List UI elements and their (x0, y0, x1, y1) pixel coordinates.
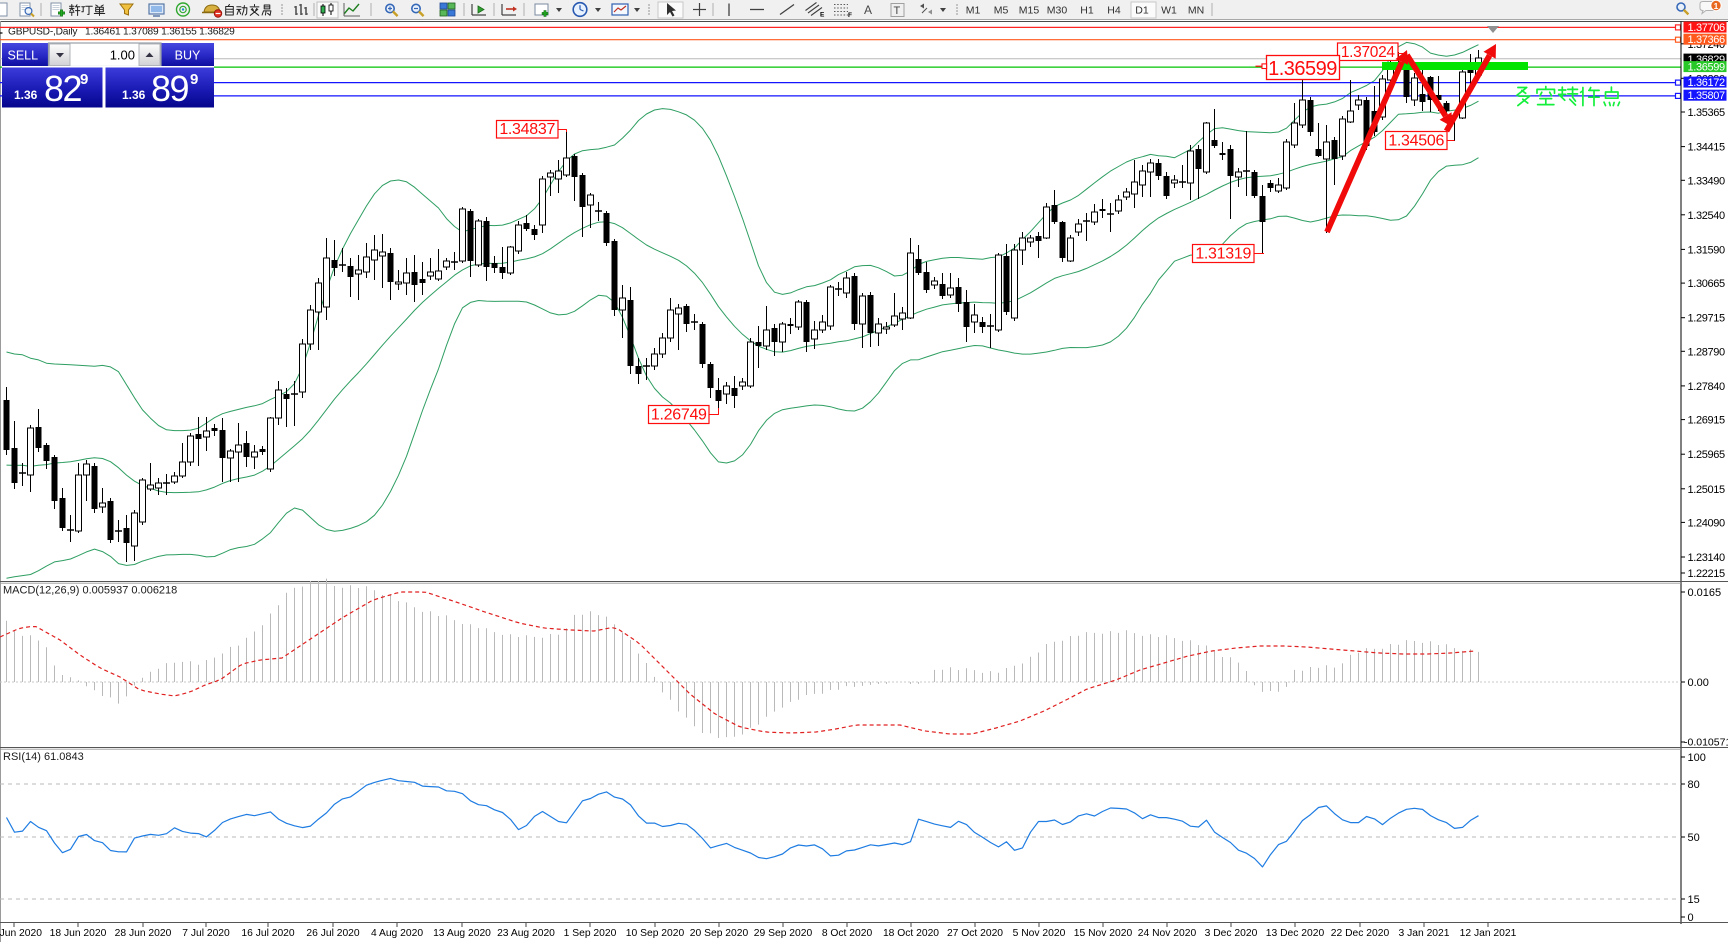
svg-text:1.29715: 1.29715 (1688, 313, 1726, 325)
svg-text:1.35365: 1.35365 (1688, 107, 1726, 119)
svg-text:1.36: 1.36 (122, 88, 146, 102)
svg-text:1: 1 (1714, 1, 1719, 11)
svg-text:4 Aug 2020: 4 Aug 2020 (371, 928, 423, 939)
svg-text:1.31319: 1.31319 (1195, 246, 1251, 263)
svg-text:MACD(12,26,9) 0.005937 0.00621: MACD(12,26,9) 0.005937 0.006218 (3, 585, 177, 597)
svg-text:1.25015: 1.25015 (1688, 484, 1726, 496)
svg-text:3 Dec 2020: 3 Dec 2020 (1205, 928, 1258, 939)
svg-text:1.34506: 1.34506 (1388, 133, 1444, 150)
svg-text:100: 100 (1688, 752, 1706, 764)
svg-text:24 Nov 2020: 24 Nov 2020 (1138, 928, 1197, 939)
svg-text:5 Nov 2020: 5 Nov 2020 (1013, 928, 1066, 939)
svg-text:9: 9 (80, 71, 88, 88)
svg-text:1.32540: 1.32540 (1688, 210, 1726, 222)
svg-text:1.37024: 1.37024 (1341, 44, 1396, 61)
svg-text:1.24090: 1.24090 (1688, 517, 1726, 529)
svg-text:3 Jan 2021: 3 Jan 2021 (1399, 928, 1450, 939)
svg-text:1.31590: 1.31590 (1688, 244, 1726, 256)
svg-text:1.23140: 1.23140 (1688, 552, 1726, 564)
svg-text:1.34837: 1.34837 (499, 121, 555, 138)
svg-text:16 Jul 2020: 16 Jul 2020 (241, 928, 295, 939)
svg-text:F: F (848, 12, 852, 19)
svg-text:0: 0 (1688, 912, 1694, 924)
svg-text:20 Sep 2020: 20 Sep 2020 (690, 928, 749, 939)
svg-text:13 Aug 2020: 13 Aug 2020 (433, 928, 491, 939)
svg-text:1.26915: 1.26915 (1688, 415, 1726, 427)
svg-text:50: 50 (1688, 832, 1700, 844)
svg-text:80: 80 (1688, 779, 1700, 791)
svg-text:28 Jun 2020: 28 Jun 2020 (115, 928, 172, 939)
svg-text:1.00: 1.00 (110, 48, 135, 63)
svg-text:1.27840: 1.27840 (1688, 381, 1726, 393)
svg-text:T: T (894, 5, 901, 17)
svg-text:RSI(14) 61.0843: RSI(14) 61.0843 (3, 751, 84, 763)
svg-text:18 Jun 2020: 18 Jun 2020 (50, 928, 107, 939)
svg-text:M15: M15 (1019, 5, 1040, 17)
svg-text:82: 82 (44, 68, 82, 109)
svg-text:1.35807: 1.35807 (1688, 90, 1726, 102)
svg-text:8 Oct 2020: 8 Oct 2020 (822, 928, 873, 939)
svg-text:D1: D1 (1135, 5, 1149, 17)
svg-text:12 Jan 2021: 12 Jan 2021 (1460, 928, 1517, 939)
svg-text:1.36599: 1.36599 (1268, 58, 1337, 80)
svg-text:0.00: 0.00 (1688, 677, 1709, 689)
svg-text:10 Sep 2020: 10 Sep 2020 (626, 928, 685, 939)
svg-text:1.22215: 1.22215 (1688, 568, 1726, 580)
svg-text:7 Jul 2020: 7 Jul 2020 (182, 928, 230, 939)
svg-text:29 Sep 2020: 29 Sep 2020 (754, 928, 813, 939)
svg-text:M1: M1 (966, 5, 981, 17)
svg-text:1.25965: 1.25965 (1688, 449, 1726, 461)
svg-text:GBPUSD-,Daily: GBPUSD-,Daily (8, 27, 78, 38)
svg-text:SELL: SELL (8, 49, 39, 63)
svg-text:18 Oct 2020: 18 Oct 2020 (883, 928, 939, 939)
svg-text:H4: H4 (1107, 5, 1121, 17)
svg-text:M5: M5 (994, 5, 1009, 17)
svg-text:H1: H1 (1080, 5, 1094, 17)
svg-text:1.37706: 1.37706 (1688, 22, 1726, 34)
svg-text:MN: MN (1188, 5, 1204, 17)
svg-text:1.34415: 1.34415 (1688, 142, 1726, 154)
svg-text:15 Nov 2020: 15 Nov 2020 (1074, 928, 1133, 939)
svg-text:9: 9 (190, 71, 198, 88)
svg-text:11 Jun 2020: 11 Jun 2020 (0, 928, 42, 939)
svg-text:1.37366: 1.37366 (1688, 34, 1726, 46)
svg-text:26 Jul 2020: 26 Jul 2020 (306, 928, 360, 939)
svg-text:1.36461 1.37089 1.36155 1.3682: 1.36461 1.37089 1.36155 1.36829 (85, 27, 235, 38)
svg-text:22 Dec 2020: 22 Dec 2020 (1331, 928, 1390, 939)
svg-text:-0.010571: -0.010571 (1684, 737, 1728, 749)
svg-text:E: E (820, 12, 825, 19)
svg-text:A: A (864, 3, 872, 17)
svg-text:89: 89 (151, 68, 189, 109)
svg-text:1.26749: 1.26749 (651, 407, 707, 424)
svg-text:1 Sep 2020: 1 Sep 2020 (564, 928, 617, 939)
svg-text:1.30665: 1.30665 (1688, 278, 1726, 290)
svg-text:1.36: 1.36 (14, 88, 38, 102)
svg-text:W1: W1 (1161, 5, 1177, 17)
svg-text:0.0165: 0.0165 (1688, 587, 1722, 599)
svg-text:27 Oct 2020: 27 Oct 2020 (947, 928, 1003, 939)
svg-text:23 Aug 2020: 23 Aug 2020 (497, 928, 555, 939)
svg-text:15: 15 (1688, 894, 1700, 906)
svg-text:1.36599: 1.36599 (1688, 62, 1726, 74)
svg-text:M30: M30 (1047, 5, 1068, 17)
svg-text:13 Dec 2020: 13 Dec 2020 (1266, 928, 1325, 939)
svg-text:BUY: BUY (175, 49, 201, 63)
svg-text:1.33490: 1.33490 (1688, 175, 1726, 187)
svg-text:1.36172: 1.36172 (1688, 77, 1726, 89)
svg-text:1.28790: 1.28790 (1688, 346, 1726, 358)
